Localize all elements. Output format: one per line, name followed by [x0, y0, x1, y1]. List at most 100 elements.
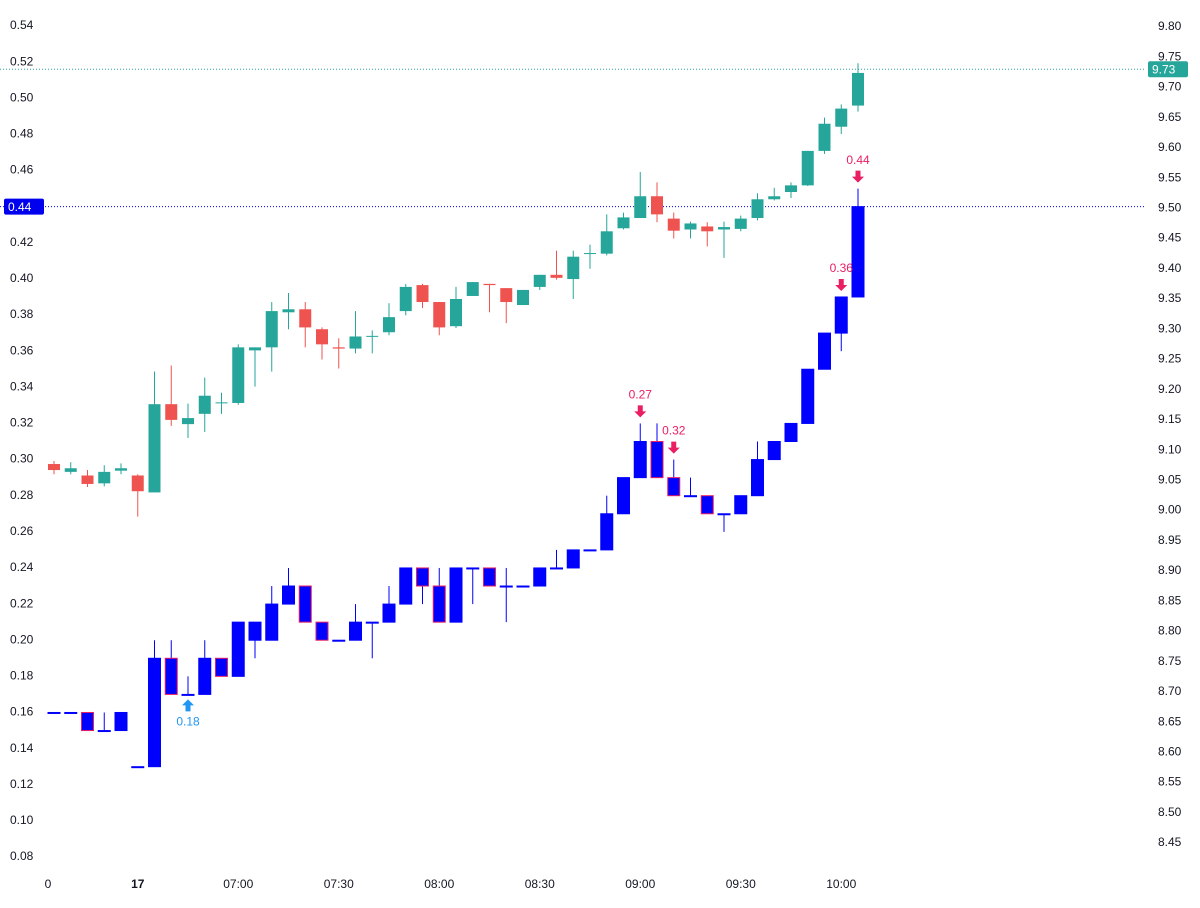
x-tick-label: 07:30	[324, 877, 354, 891]
candle-body	[115, 468, 127, 471]
candle-body	[449, 567, 463, 623]
y2-tick-label: 9.15	[1158, 412, 1182, 426]
candle-body	[332, 639, 346, 642]
candle-body	[416, 567, 429, 587]
y-tick-label: 0.32	[10, 416, 34, 430]
candle-body	[232, 347, 245, 403]
candle-body	[349, 621, 362, 641]
candle-body	[634, 196, 647, 219]
y2-tick-label: 8.60	[1158, 745, 1182, 759]
candle-body	[131, 766, 145, 769]
candle-body	[298, 585, 312, 623]
y2-tick-label: 9.50	[1158, 201, 1182, 215]
y2-tick-label: 8.65	[1158, 714, 1182, 728]
candle-body	[64, 711, 78, 714]
candle-body	[617, 477, 630, 515]
candle-body	[718, 227, 730, 230]
candle-body	[466, 282, 479, 296]
y2-tick-label: 9.25	[1158, 352, 1182, 366]
candle-body	[450, 299, 462, 327]
candle-body	[399, 567, 413, 605]
y-tick-label: 0.18	[10, 669, 34, 683]
candle-body	[818, 123, 831, 151]
candle-body	[299, 309, 312, 328]
candle-body	[81, 711, 94, 732]
annotation-label: 0.36	[830, 261, 854, 275]
annotation-label: 0.27	[629, 388, 653, 402]
y2-tick-label: 8.85	[1158, 593, 1182, 607]
candle-body	[265, 603, 279, 641]
y-tick-label: 0.22	[10, 596, 34, 610]
candle-body	[483, 283, 496, 286]
y2-tick-label: 8.55	[1158, 775, 1182, 789]
y2-tick-label: 9.10	[1158, 442, 1182, 456]
candle-body	[148, 404, 161, 493]
candle-body	[751, 199, 764, 219]
y2-tick-label: 8.75	[1158, 654, 1182, 668]
candle-body	[734, 218, 747, 229]
candle-body	[182, 418, 194, 425]
y-tick-label: 0.50	[10, 90, 34, 104]
annotation-label: 0.18	[176, 715, 200, 729]
annotation-arrow	[182, 699, 194, 712]
candle-body	[650, 441, 664, 479]
candle-body	[667, 218, 680, 231]
candle-body	[466, 567, 480, 570]
x-tick-label: 17	[131, 877, 145, 891]
candle-body	[818, 332, 831, 370]
candle-body	[667, 477, 681, 497]
candle-body	[47, 711, 61, 714]
candle-body	[382, 603, 396, 623]
candle-body	[499, 585, 513, 588]
y2-tick-label: 9.05	[1158, 473, 1182, 487]
candle-body	[600, 513, 614, 551]
candle-body	[215, 402, 228, 404]
candle-body	[516, 585, 530, 588]
candle-body	[165, 404, 178, 420]
annotation-arrow	[852, 170, 864, 183]
candle-body	[181, 693, 195, 696]
y-tick-label: 0.36	[10, 343, 34, 357]
candle-body	[785, 185, 797, 193]
candle-body	[231, 621, 245, 677]
candle-body	[249, 347, 261, 351]
candle-body	[332, 347, 345, 349]
candle-body	[768, 196, 781, 200]
candle-body	[566, 549, 580, 569]
y2-tick-label: 8.95	[1158, 533, 1182, 547]
y-tick-label: 0.30	[10, 452, 34, 466]
candle-body	[550, 274, 563, 278]
y2-tick-label: 9.30	[1158, 321, 1182, 335]
candle-body	[383, 317, 395, 333]
candle-body	[835, 108, 848, 127]
y-tick-label: 0.10	[10, 813, 34, 827]
candle-body	[767, 441, 781, 461]
candle-body	[164, 657, 178, 695]
x-tick-label: 0	[45, 877, 52, 891]
candle-body	[366, 335, 379, 337]
y-tick-label: 0.14	[10, 741, 34, 755]
candle-body	[349, 336, 362, 349]
candle-body	[633, 441, 647, 479]
candle-body	[684, 223, 697, 230]
y2-tick-label: 9.80	[1158, 19, 1182, 33]
candle-body	[651, 196, 663, 215]
annotation-label: 0.32	[662, 424, 686, 438]
x-tick-label: 07:00	[223, 877, 253, 891]
candle-body	[717, 513, 731, 516]
y2-tick-label: 9.70	[1158, 80, 1182, 94]
candle-body	[533, 274, 546, 287]
y2-tick-label: 8.45	[1158, 835, 1182, 849]
candle-body	[131, 475, 144, 492]
candle-body	[583, 549, 597, 552]
y-tick-label: 0.54	[10, 18, 34, 32]
candle-body	[282, 309, 295, 313]
candle-body	[198, 395, 211, 414]
price-label: 9.73	[1152, 62, 1176, 76]
y-tick-label: 0.24	[10, 560, 34, 574]
candle-body	[517, 289, 529, 306]
candle-body	[851, 206, 865, 298]
annotation-arrow	[634, 405, 647, 418]
y-tick-label: 0.48	[10, 127, 34, 141]
